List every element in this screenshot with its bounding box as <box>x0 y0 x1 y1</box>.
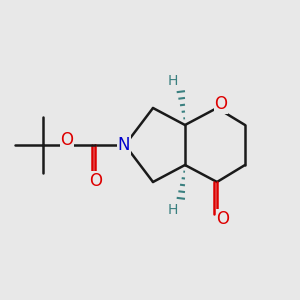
Text: O: O <box>217 210 230 228</box>
Text: O: O <box>89 172 103 190</box>
Text: H: H <box>168 74 178 88</box>
Text: N: N <box>118 136 130 154</box>
Text: H: H <box>168 203 178 217</box>
Text: O: O <box>214 95 227 113</box>
Text: O: O <box>61 131 74 149</box>
